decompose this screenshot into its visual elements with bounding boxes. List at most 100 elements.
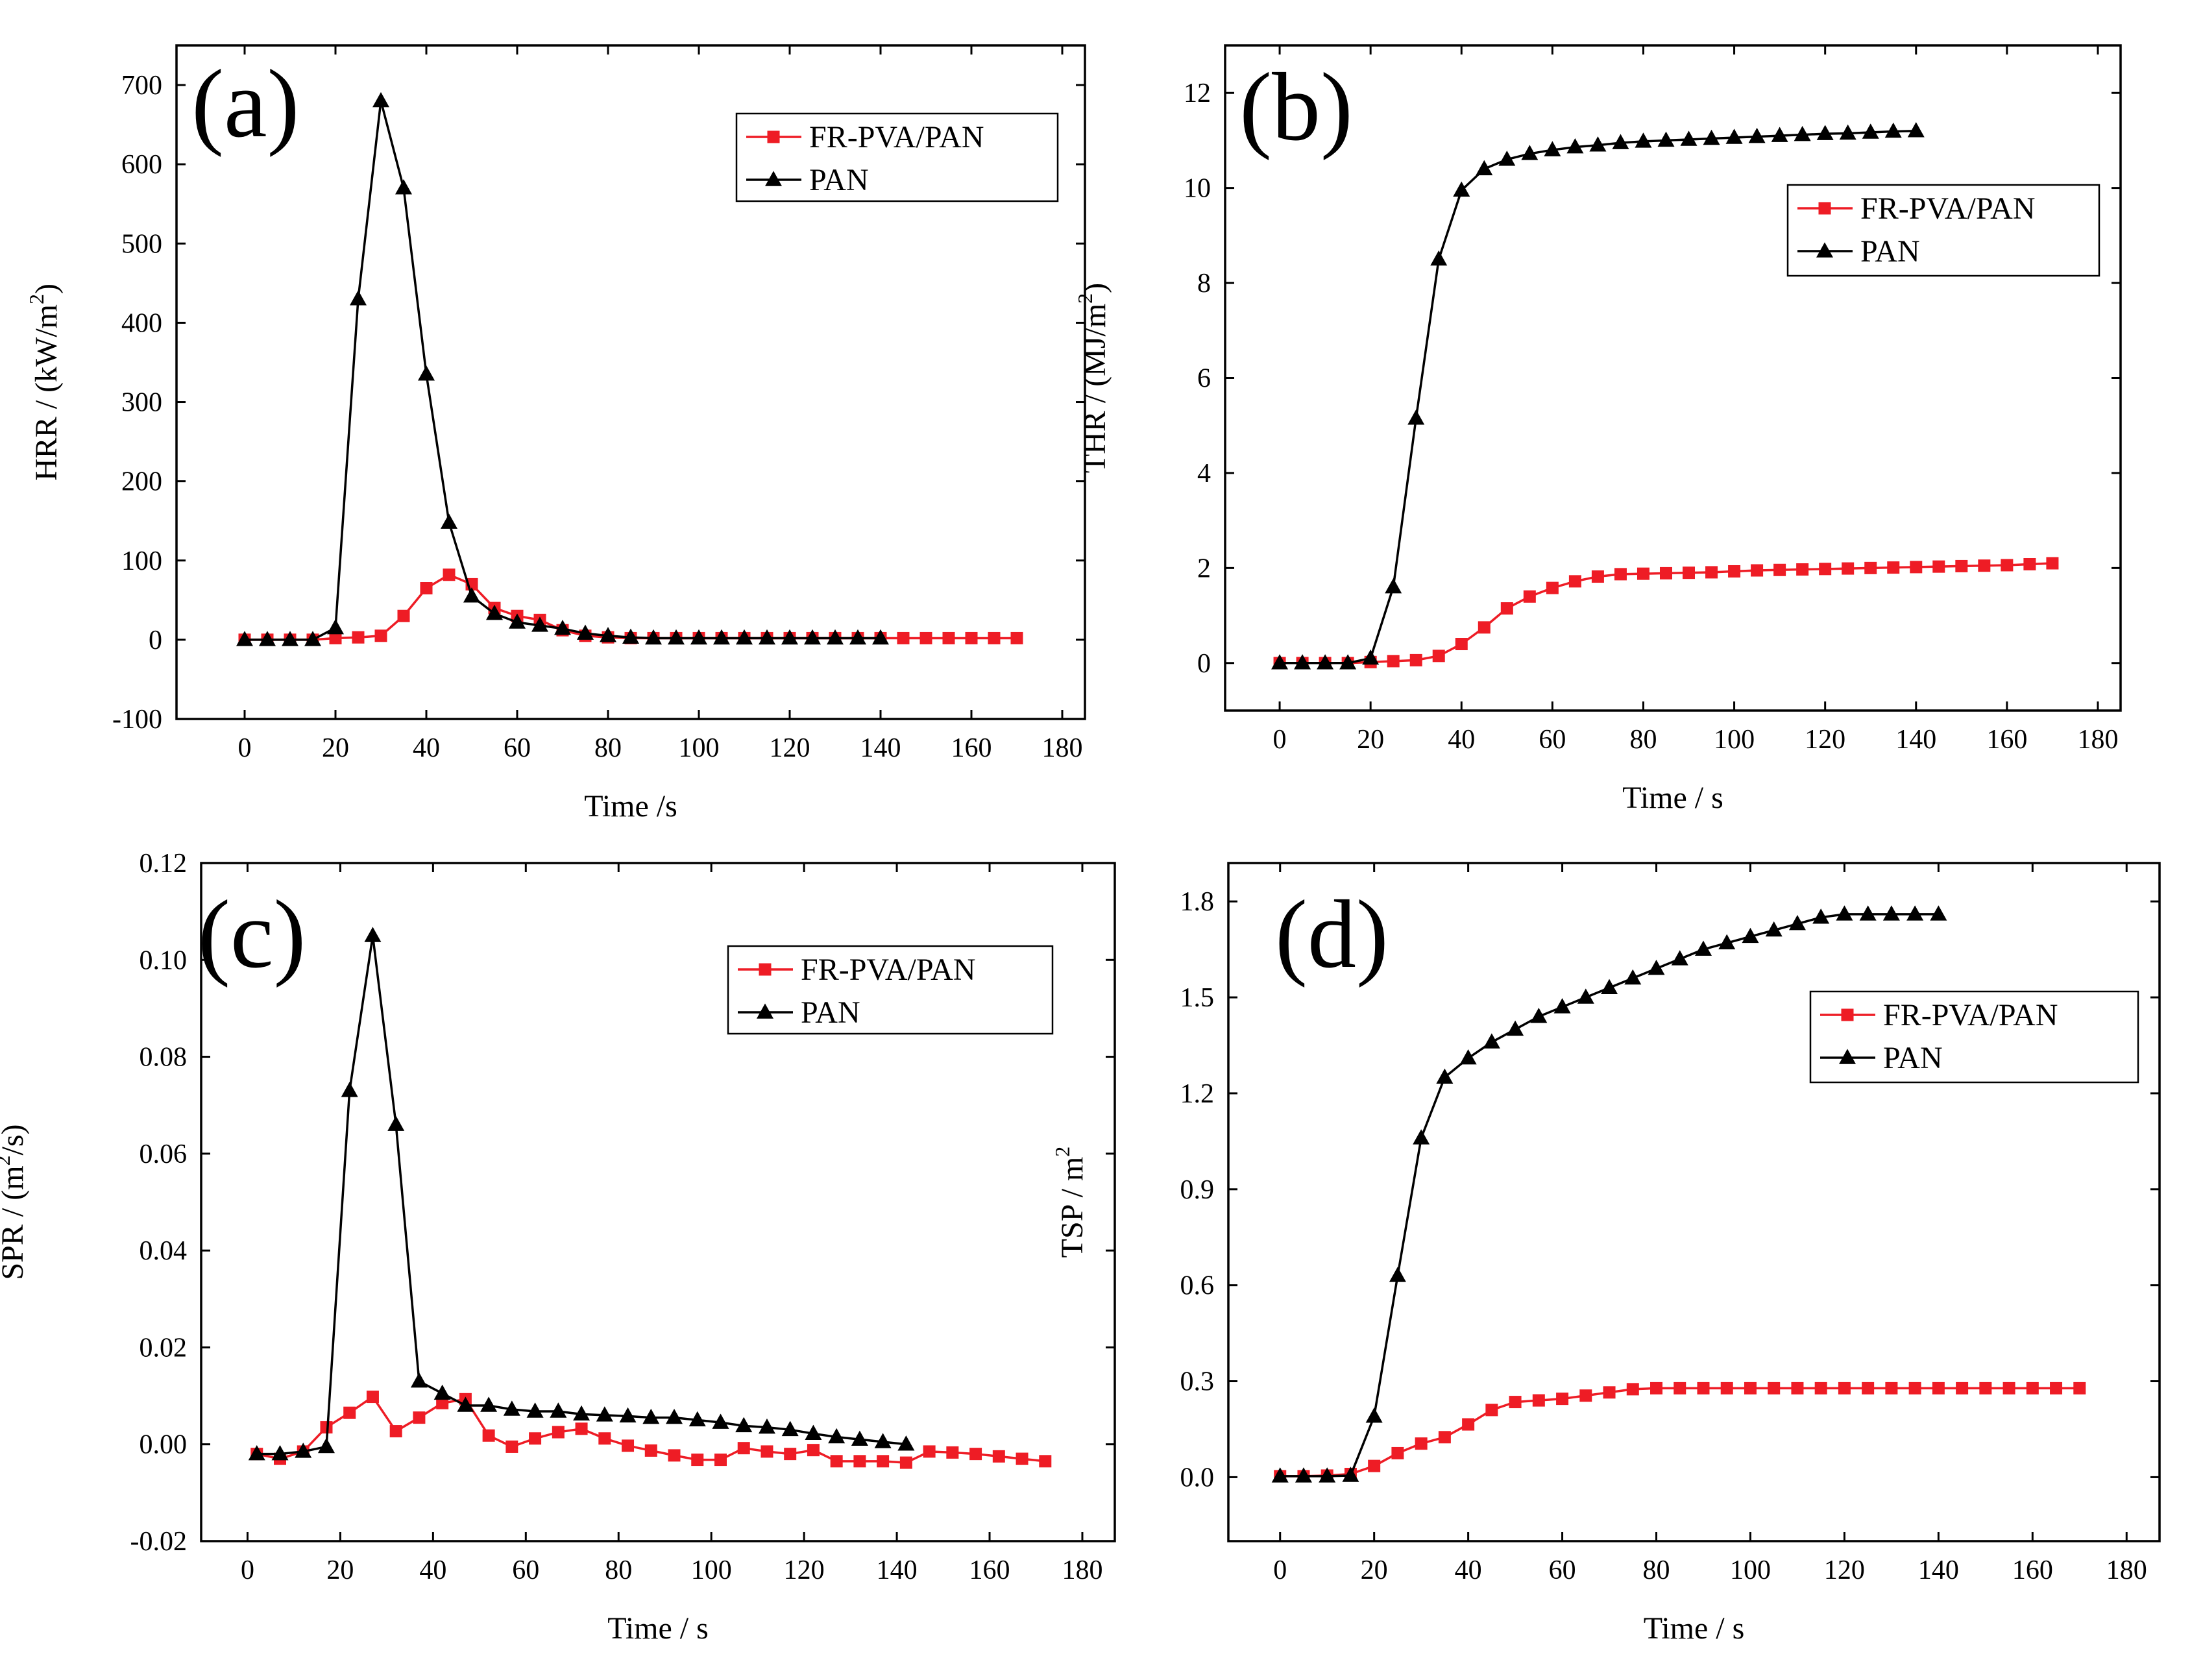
legend-marker bbox=[767, 130, 780, 143]
data-point bbox=[781, 1420, 799, 1437]
data-point bbox=[897, 1435, 915, 1451]
plot-frame bbox=[1227, 862, 2161, 1542]
data-point bbox=[1614, 568, 1627, 581]
data-point bbox=[505, 1440, 518, 1453]
data-point bbox=[1432, 650, 1445, 663]
x-tick-label: 100 bbox=[679, 733, 720, 763]
legend-label: PAN bbox=[1883, 1041, 1943, 1075]
data-point bbox=[1413, 1129, 1430, 1145]
legend-label: FR-PVA/PAN bbox=[1860, 191, 2035, 226]
data-point bbox=[851, 1430, 868, 1446]
y-tick-label: 1.8 bbox=[1180, 887, 1215, 917]
data-point bbox=[1016, 1452, 1028, 1465]
data-point bbox=[573, 1405, 590, 1421]
data-point bbox=[1365, 1407, 1383, 1423]
series-pan bbox=[236, 91, 889, 646]
data-point bbox=[1387, 655, 1400, 668]
data-point bbox=[271, 1444, 289, 1461]
x-tick-label: 80 bbox=[1629, 725, 1657, 755]
data-point bbox=[1718, 934, 1736, 949]
x-tick-label: 140 bbox=[860, 733, 901, 763]
data-point bbox=[1342, 1467, 1359, 1482]
x-tick-label: 140 bbox=[877, 1555, 918, 1585]
data-point bbox=[2073, 1382, 2086, 1394]
data-point bbox=[1773, 563, 1786, 576]
data-point bbox=[1544, 141, 1561, 156]
y-tick-label: -0.02 bbox=[130, 1527, 188, 1557]
data-point bbox=[420, 582, 433, 595]
y-tick-label: 10 bbox=[1184, 174, 1211, 204]
data-point bbox=[486, 604, 503, 620]
legend-box bbox=[1786, 184, 2100, 277]
data-point bbox=[668, 1449, 681, 1462]
data-point bbox=[418, 365, 435, 381]
data-point bbox=[1978, 559, 1991, 572]
data-point bbox=[1389, 1267, 1406, 1282]
y-tick-label: 0 bbox=[1197, 649, 1211, 679]
data-point bbox=[1498, 151, 1516, 166]
data-point bbox=[965, 631, 978, 644]
data-point bbox=[1556, 1393, 1569, 1406]
chart-panel-c: 0 20 40 60 80 100 120 140 160 180 -0.02 0.00 0.02 0.0… bbox=[0, 849, 1116, 1646]
data-point bbox=[1271, 654, 1289, 670]
x-tick-label: 0 bbox=[1273, 1555, 1287, 1585]
data-point bbox=[596, 1406, 613, 1422]
x-tick-label: 80 bbox=[605, 1555, 632, 1585]
legend-marker bbox=[1839, 1049, 1856, 1064]
data-point bbox=[1742, 927, 1759, 943]
data-point bbox=[1385, 578, 1402, 594]
panel-label: (a) bbox=[191, 50, 299, 158]
data-point bbox=[988, 631, 1001, 644]
x-tick-label: 160 bbox=[2012, 1555, 2053, 1585]
panel-label: (d) bbox=[1275, 881, 1389, 988]
data-point bbox=[1836, 905, 1853, 921]
data-point bbox=[1887, 561, 1900, 574]
series-line bbox=[1280, 1387, 2080, 1478]
legend-label: PAN bbox=[809, 163, 869, 197]
data-point bbox=[969, 1448, 982, 1461]
y-tick-label: 0.10 bbox=[140, 945, 188, 975]
y-tick-label: 0.04 bbox=[140, 1236, 188, 1266]
data-point bbox=[622, 1439, 635, 1452]
data-point bbox=[668, 629, 685, 645]
chart-panel-a: 0 20 40 60 80 100 120 140 160 180 -100 0 100 200 300 40… bbox=[25, 44, 1086, 823]
x-tick-label: 120 bbox=[770, 733, 810, 763]
data-point bbox=[1455, 638, 1468, 650]
x-tick-label: 100 bbox=[1730, 1555, 1771, 1585]
data-point bbox=[1553, 998, 1571, 1014]
data-point bbox=[1612, 134, 1629, 149]
data-point bbox=[526, 1402, 544, 1418]
data-point bbox=[1814, 1382, 1827, 1394]
data-point bbox=[1816, 125, 1834, 140]
data-point bbox=[1415, 1437, 1428, 1450]
x-tick-label: 80 bbox=[1643, 1555, 1670, 1585]
data-point bbox=[942, 631, 955, 644]
data-point bbox=[1671, 950, 1688, 966]
data-point bbox=[1436, 1068, 1454, 1084]
data-point bbox=[1796, 563, 1809, 576]
data-point bbox=[531, 616, 548, 632]
data-point bbox=[364, 927, 382, 942]
data-point bbox=[1906, 905, 1924, 921]
data-point bbox=[259, 631, 276, 646]
data-point bbox=[1462, 1418, 1475, 1431]
data-point bbox=[827, 629, 844, 645]
plot-frame bbox=[175, 44, 1086, 720]
data-point bbox=[529, 1432, 542, 1445]
data-point bbox=[1674, 1382, 1686, 1394]
y-tick-label: 600 bbox=[121, 150, 162, 180]
data-point bbox=[503, 1400, 520, 1416]
data-point bbox=[397, 609, 410, 622]
data-point bbox=[366, 1391, 379, 1404]
data-point bbox=[666, 1409, 683, 1424]
data-point bbox=[1812, 908, 1830, 924]
data-point bbox=[457, 1396, 474, 1412]
data-point bbox=[2026, 1382, 2039, 1394]
data-point bbox=[480, 1396, 498, 1412]
data-point bbox=[350, 290, 367, 306]
x-tick-label: 0 bbox=[238, 733, 252, 763]
legend-label: PAN bbox=[1860, 234, 1920, 269]
x-axis-title: Time /s bbox=[584, 789, 677, 823]
series-pan bbox=[1271, 905, 1947, 1483]
data-point bbox=[374, 629, 387, 642]
